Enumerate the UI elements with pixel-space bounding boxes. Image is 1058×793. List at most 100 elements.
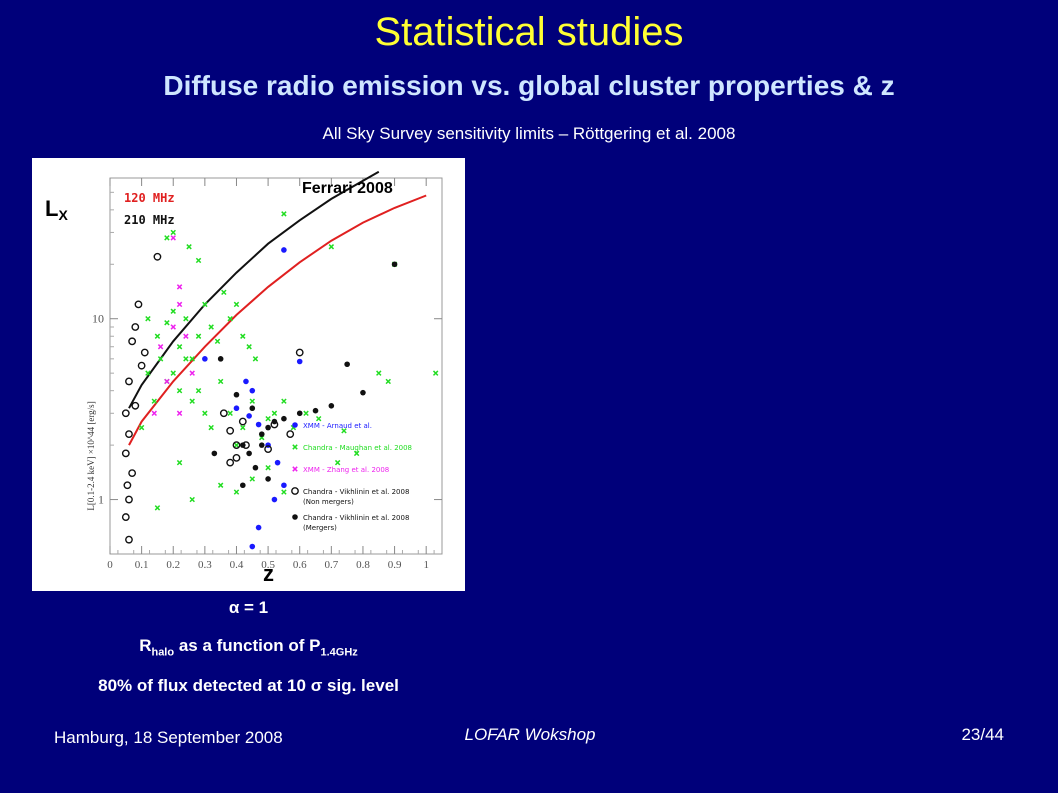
data-point-series-2: [170, 229, 176, 236]
data-point-series-2: [176, 459, 183, 466]
data-point-series-4: [121, 513, 130, 521]
data-point-series-2: [189, 398, 195, 404]
data-point-series-2: [385, 378, 391, 385]
data-point-series-2: [221, 289, 227, 296]
data-point-series-4: [232, 441, 241, 450]
data-point-series-5: [391, 261, 398, 268]
data-point-series-3: [170, 324, 176, 330]
x-tick-label: 0.3: [198, 559, 212, 571]
data-point-series-4: [128, 337, 137, 346]
data-point-series-2: [183, 315, 189, 322]
data-point-series-4: [121, 409, 130, 418]
data-point-series-2: [328, 244, 335, 250]
data-point-series-2: [432, 370, 439, 376]
data-point-series-2: [176, 387, 183, 394]
data-point-series-5: [217, 356, 224, 362]
data-point-series-2: [240, 424, 246, 431]
data-point-series-1: [246, 413, 252, 419]
data-point-series-3: [164, 378, 170, 385]
data-point-series-5: [258, 431, 265, 437]
data-point-series-2: [353, 450, 360, 457]
data-point-series-4: [123, 481, 132, 490]
data-point-series-2: [183, 356, 189, 362]
data-point-series-2: [170, 370, 176, 376]
curve-legend-label: 210 MHz: [124, 213, 175, 227]
data-point-series-2: [233, 442, 240, 448]
data-point-series-2: [208, 424, 214, 431]
series-legend-marker: [292, 466, 298, 472]
data-point-series-5: [344, 361, 350, 368]
series-legend-marker: [292, 514, 298, 520]
data-point-series-3: [151, 410, 157, 417]
x-tick-label: 0: [107, 559, 113, 571]
data-point-series-5: [296, 410, 303, 417]
data-point-series-1: [271, 496, 278, 503]
data-point-series-5: [360, 389, 366, 396]
series-legend-marker: [292, 422, 298, 428]
data-point-series-3: [183, 333, 189, 339]
data-point-series-2: [303, 410, 309, 417]
data-point-series-5: [312, 407, 319, 414]
series-legend-label: XMM - Arnaud et al.: [303, 422, 372, 430]
data-point-series-2: [217, 482, 224, 488]
data-point-series-5: [233, 391, 240, 398]
data-point-series-2: [227, 315, 233, 322]
data-point-series-2: [217, 378, 224, 385]
data-point-series-2: [164, 320, 170, 326]
rhalo-caption: Rhalo as a function of P1.4GHz: [139, 636, 358, 659]
data-point-series-2: [202, 301, 208, 308]
data-point-series-5: [246, 450, 252, 457]
x-tick-label: 0.5: [261, 559, 275, 571]
data-point-series-2: [315, 415, 322, 422]
data-point-series-4: [121, 449, 130, 458]
data-point-series-4: [232, 453, 241, 462]
data-point-series-2: [208, 324, 214, 330]
data-point-series-2: [376, 370, 382, 376]
data-point-series-4: [140, 348, 149, 357]
data-point-series-4: [295, 348, 304, 357]
data-point-series-2: [214, 338, 221, 345]
data-point-series-4: [125, 535, 133, 544]
lx-axis-letter: LX: [45, 196, 68, 223]
data-point-series-4: [219, 409, 228, 418]
data-point-series-1: [249, 543, 256, 550]
data-point-series-1: [249, 387, 256, 394]
data-point-series-5: [281, 415, 287, 422]
chart-y-axis-label: L[0.1-2.4 keV] ×10^44 [erg/s]: [86, 401, 96, 510]
data-point-series-2: [195, 333, 202, 339]
data-point-series-3: [176, 410, 183, 417]
sensitivity-curve-120-mhz: [128, 194, 427, 446]
x-tick-label: 0.1: [135, 559, 149, 571]
data-point-series-5: [240, 482, 246, 489]
data-point-series-2: [164, 235, 170, 241]
data-point-series-5: [249, 405, 256, 412]
flux-caption: 80% of flux detected at 10 σ sig. level: [98, 676, 399, 695]
data-point-series-2: [281, 398, 287, 404]
data-point-series-5: [328, 402, 335, 409]
data-point-series-3: [170, 235, 176, 241]
data-point-series-2: [227, 410, 233, 417]
chart-panel: 0 0.1 0.2 0.3 0.4 0.5 0.6 0.7 0.8 0.9 1 1 10 120 MHz…: [32, 158, 465, 591]
data-point-series-1: [274, 459, 281, 466]
x-tick-label: 0.6: [293, 559, 307, 571]
data-point-series-2: [240, 333, 246, 339]
data-point-series-4: [131, 323, 140, 331]
data-point-series-4: [131, 401, 140, 410]
data-point-series-4: [226, 426, 235, 435]
data-point-series-4: [128, 469, 137, 478]
curve-legend-label: 120 MHz: [124, 191, 175, 205]
footer-page-number: 23/44: [961, 725, 1004, 744]
series-legend-marker: [292, 444, 298, 450]
data-point-series-4: [134, 300, 143, 309]
series-legend-label: Chandra - Vikhlinin et al. 2008 (Non merg…: [303, 488, 409, 506]
x-tick-label: 1: [423, 559, 429, 571]
data-point-series-3: [189, 370, 195, 376]
data-point-series-2: [233, 301, 240, 308]
data-point-series-5: [240, 442, 246, 448]
data-point-series-2: [334, 459, 341, 466]
footer-workshop: LOFAR Wokshop: [464, 725, 596, 744]
data-point-series-5: [252, 464, 259, 471]
data-point-series-1: [202, 356, 208, 362]
data-point-series-2: [189, 356, 195, 362]
data-point-series-5: [211, 450, 218, 457]
